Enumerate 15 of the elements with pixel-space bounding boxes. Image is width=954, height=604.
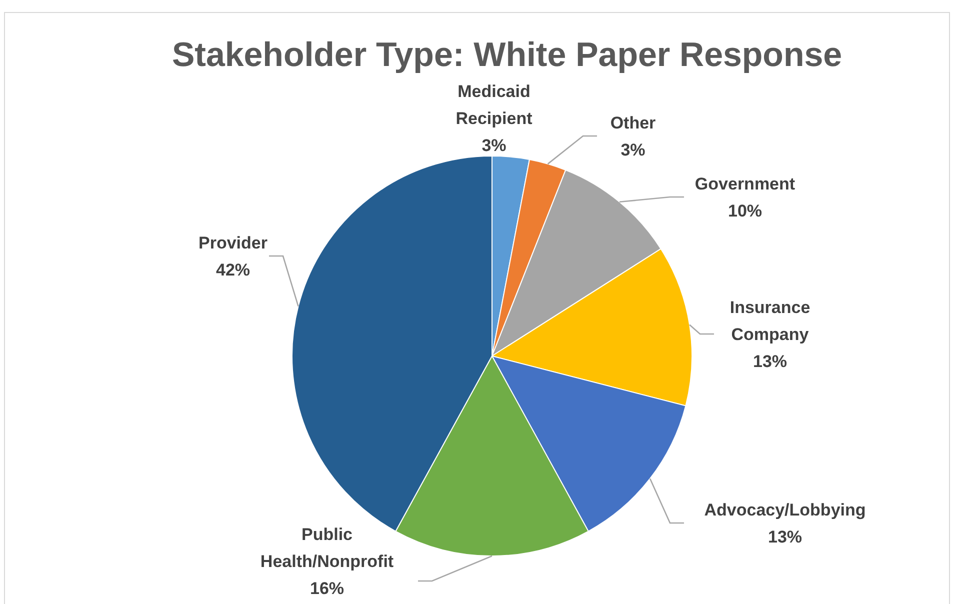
data-label: 16%	[310, 578, 344, 598]
data-label: 42%	[216, 260, 250, 279]
slice-label: Medicaid Recipient	[456, 82, 533, 128]
slice-label: Advocacy/Lobbying	[704, 500, 866, 519]
chart-title: Stakeholder Type: White Paper Response	[170, 36, 844, 75]
slice-label: Provider	[198, 233, 268, 252]
slice-label: Public Health/Nonprofit	[260, 524, 394, 570]
data-label: 13%	[768, 527, 802, 546]
slice-label: Other	[610, 113, 656, 132]
data-label: 3%	[482, 136, 506, 154]
data-label: 13%	[752, 352, 788, 370]
slice-label: Insurance Company	[730, 298, 810, 344]
slice-label: Government	[694, 174, 796, 193]
data-label: 3%	[620, 140, 646, 159]
data-label: 10%	[728, 201, 762, 220]
